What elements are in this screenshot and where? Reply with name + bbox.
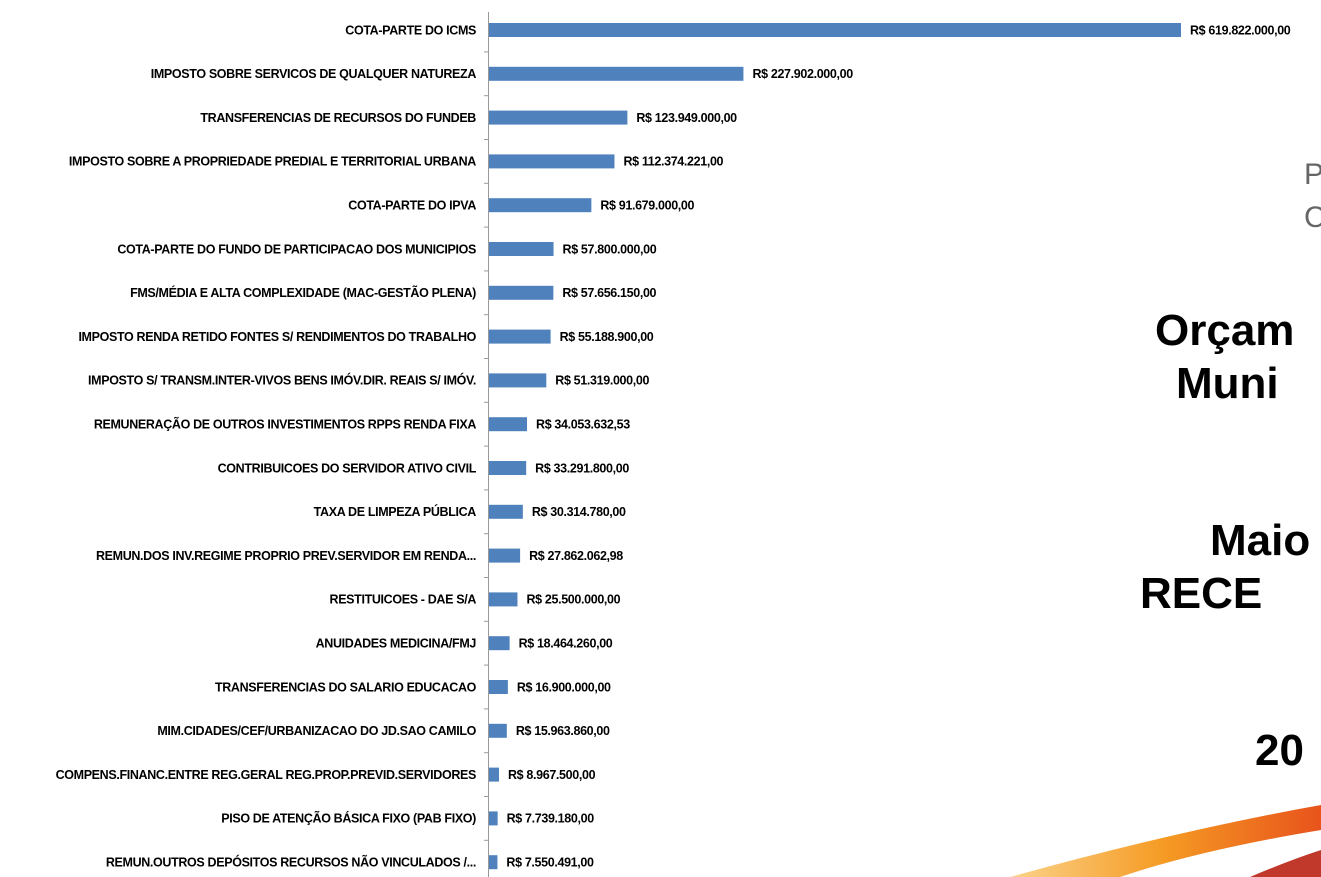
bar [489, 198, 591, 212]
category-label: MIM.CIDADES/CEF/URBANIZACAO DO JD.SAO CA… [157, 724, 476, 738]
bar [489, 549, 520, 563]
category-label: CONTRIBUICOES DO SERVIDOR ATIVO CIVIL [218, 461, 477, 475]
category-label: REMUN.DOS INV.REGIME PROPRIO PREV.SERVID… [96, 549, 476, 563]
decor-swoosh [1010, 805, 1321, 877]
category-label: COTA-PARTE DO IPVA [348, 198, 476, 212]
bar [489, 23, 1181, 37]
value-label: R$ 57.656.150,00 [562, 286, 656, 300]
value-label: R$ 7.739.180,00 [507, 812, 595, 826]
category-label: COMPENS.FINANC.ENTRE REG.GERAL REG.PROP.… [56, 768, 476, 782]
value-label: R$ 16.900.000,00 [517, 680, 611, 694]
slide-title: Orçam [1155, 306, 1294, 355]
slide-title: RECE [1140, 569, 1262, 618]
bar [489, 330, 551, 344]
value-label: R$ 15.963.860,00 [516, 724, 610, 738]
bar [489, 592, 517, 606]
value-label: R$ 27.862.062,98 [529, 549, 623, 563]
value-label: R$ 57.800.000,00 [563, 242, 657, 256]
value-label: R$ 51.319.000,00 [555, 374, 649, 388]
chart: P C Orçam Muni Maio RECE 20 COTA-PARTE D… [0, 0, 1321, 877]
value-label: R$ 25.500.000,00 [526, 593, 620, 607]
value-label: R$ 227.902.000,00 [752, 67, 853, 81]
value-label: R$ 55.188.900,00 [560, 330, 654, 344]
category-label: FMS/MÉDIA E ALTA COMPLEXIDADE (MAC-GESTÃ… [130, 285, 476, 300]
slide-faint-text: C [1304, 201, 1321, 234]
slide-faint-text: P [1304, 158, 1321, 191]
bar [489, 768, 499, 782]
category-label: COTA-PARTE DO ICMS [345, 23, 476, 37]
bar [489, 242, 554, 256]
bar [489, 67, 743, 81]
bar [489, 417, 527, 431]
decor-swoosh-dark [1250, 850, 1321, 877]
bar [489, 680, 508, 694]
bar [489, 461, 526, 475]
value-label: R$ 8.967.500,00 [508, 768, 596, 782]
category-label: IMPOSTO S/ TRANSM.INTER-VIVOS BENS IMÓV.… [88, 373, 476, 388]
slide-title: Muni [1176, 359, 1279, 408]
value-label: R$ 123.949.000,00 [636, 111, 737, 125]
category-label: TRANSFERENCIAS DO SALARIO EDUCACAO [215, 680, 477, 694]
slide-title: Maio [1210, 516, 1310, 565]
bar [489, 373, 546, 387]
bar [489, 636, 510, 650]
bar [489, 154, 614, 168]
category-label: IMPOSTO RENDA RETIDO FONTES S/ RENDIMENT… [78, 330, 476, 344]
category-label: IMPOSTO SOBRE SERVICOS DE QUALQUER NATUR… [151, 67, 477, 81]
category-label: COTA-PARTE DO FUNDO DE PARTICIPACAO DOS … [117, 242, 476, 256]
value-label: R$ 7.550.491,00 [506, 855, 594, 869]
value-label: R$ 34.053.632,53 [536, 417, 630, 431]
value-label: R$ 91.679.000,00 [600, 198, 694, 212]
category-label: RESTITUICOES - DAE S/A [330, 593, 477, 607]
bar [489, 505, 523, 519]
bar [489, 286, 553, 300]
value-label: R$ 619.822.000,00 [1190, 23, 1291, 37]
value-label: R$ 30.314.780,00 [532, 505, 626, 519]
value-label: R$ 33.291.800,00 [535, 461, 629, 475]
category-label: REMUNERAÇÃO DE OUTROS INVESTIMENTOS RPPS… [94, 416, 477, 431]
slide-title: 20 [1255, 726, 1304, 775]
category-label: TRANSFERENCIAS DE RECURSOS DO FUNDEB [200, 111, 476, 125]
category-label: PISO DE ATENÇÃO BÁSICA FIXO (PAB FIXO) [221, 811, 476, 826]
category-label: REMUN.OUTROS DEPÓSITOS RECURSOS NÃO VINC… [106, 854, 476, 869]
value-label: R$ 112.374.221,00 [623, 155, 723, 169]
bar [489, 855, 497, 869]
category-label: ANUIDADES MEDICINA/FMJ [316, 636, 477, 650]
value-label: R$ 18.464.260,00 [519, 636, 613, 650]
bar [489, 811, 498, 825]
category-label: TAXA DE LIMPEZA PÚBLICA [314, 504, 477, 519]
bar [489, 724, 507, 738]
category-label: IMPOSTO SOBRE A PROPRIEDADE PREDIAL E TE… [69, 155, 476, 169]
bar [489, 111, 627, 125]
